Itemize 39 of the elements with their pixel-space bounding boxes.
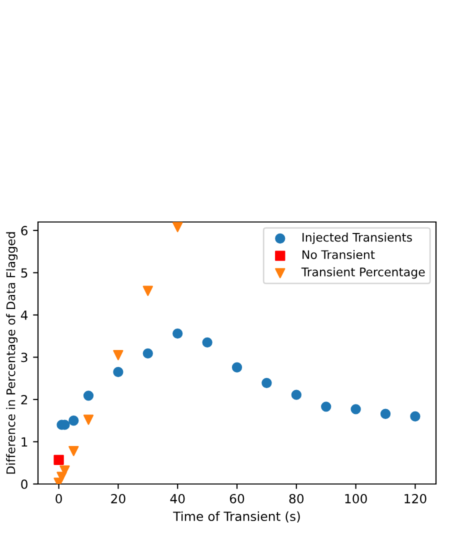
point — [321, 402, 332, 412]
point — [172, 328, 183, 339]
y-tick-label: 3 — [21, 352, 28, 362]
point — [202, 337, 212, 348]
y-tick-label: 5 — [21, 268, 28, 278]
point — [60, 465, 70, 476]
point — [113, 350, 124, 360]
x-tick-label: 20 — [111, 494, 126, 504]
x-tick-label: 100 — [345, 494, 367, 504]
x-tick-label: 120 — [404, 494, 426, 504]
y-tick-label: 0 — [21, 479, 28, 489]
x-axis-title: Time of Transient (s) — [173, 511, 300, 523]
point — [291, 390, 302, 400]
x-tick-label: 60 — [230, 494, 244, 504]
point — [142, 286, 153, 296]
point — [262, 378, 272, 388]
legend-label: Injected Transients — [302, 232, 412, 244]
legend-label: Transient Percentage — [301, 267, 425, 279]
point — [380, 408, 391, 419]
x-tick-label: 40 — [170, 494, 185, 504]
legend-label: No Transient — [302, 250, 375, 260]
point — [68, 446, 79, 456]
y-tick-label: 2 — [21, 394, 28, 404]
point — [350, 404, 361, 414]
x-tick-label: 0 — [56, 494, 62, 504]
point — [68, 416, 79, 426]
y-axis-title: Difference in Percentage of Data Flagged — [6, 232, 18, 474]
point — [54, 454, 64, 465]
point — [410, 411, 420, 422]
point — [232, 362, 242, 372]
y-tick-label: 1 — [22, 437, 28, 446]
point — [113, 366, 124, 378]
point — [83, 414, 94, 425]
point — [172, 222, 183, 232]
y-tick-label: 4 — [20, 310, 28, 320]
point — [83, 390, 94, 401]
point — [142, 348, 153, 359]
x-tick-label: 80 — [289, 494, 304, 504]
y-tick-label: 6 — [21, 226, 28, 236]
